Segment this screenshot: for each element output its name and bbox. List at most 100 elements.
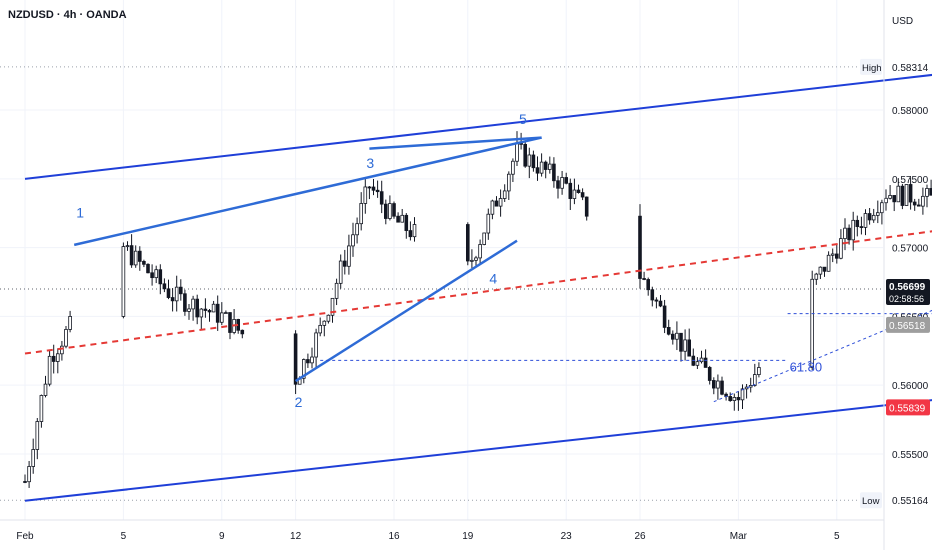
low-value: 0.55164 bbox=[892, 496, 929, 507]
candle-body bbox=[187, 308, 191, 312]
candle-body bbox=[191, 298, 195, 310]
wave-label-4: 4 bbox=[489, 270, 497, 286]
candle-body bbox=[843, 227, 847, 240]
candle-body bbox=[68, 316, 72, 330]
candle-body bbox=[379, 191, 384, 205]
candle-body bbox=[720, 380, 724, 395]
candle-body bbox=[912, 201, 917, 206]
candle-body bbox=[490, 200, 495, 215]
candle-body bbox=[527, 154, 532, 167]
candle-body bbox=[556, 180, 560, 189]
candle-body bbox=[170, 297, 175, 302]
candle-body bbox=[318, 324, 322, 334]
candle-body bbox=[880, 202, 884, 214]
x-tick-label: 19 bbox=[462, 531, 474, 542]
candle-body bbox=[748, 385, 753, 388]
level-tag bbox=[886, 399, 930, 416]
candle-body bbox=[548, 163, 552, 170]
candle-body bbox=[178, 286, 183, 295]
candle-body bbox=[822, 266, 827, 272]
candle-body bbox=[539, 161, 544, 174]
candle-body bbox=[166, 288, 171, 298]
candle-body bbox=[146, 263, 150, 274]
x-tick-label: 5 bbox=[121, 531, 127, 542]
wave-label-2: 2 bbox=[295, 394, 303, 410]
candle-countdown: 02:58:56 bbox=[889, 294, 924, 304]
candle-body bbox=[338, 260, 343, 284]
candle-body bbox=[158, 269, 163, 285]
candle-body bbox=[535, 167, 540, 174]
candle-body bbox=[183, 293, 187, 312]
candle-body bbox=[478, 244, 482, 259]
candle-body bbox=[121, 246, 126, 317]
wave-2-4-line bbox=[294, 239, 518, 383]
candle-body bbox=[757, 367, 761, 375]
candle-body bbox=[580, 192, 585, 198]
symbol-title: NZDUSD · 4h · OANDA bbox=[8, 9, 127, 21]
candle-body bbox=[502, 190, 507, 199]
candle-body bbox=[753, 374, 757, 386]
candle-body bbox=[162, 283, 167, 290]
candle-body bbox=[695, 361, 700, 366]
fib-diagonal bbox=[713, 309, 932, 403]
candle-body bbox=[412, 224, 417, 238]
y-tick-label: 0.58000 bbox=[892, 106, 929, 117]
candle-body bbox=[855, 219, 860, 227]
candle-body bbox=[835, 253, 839, 259]
candle-body bbox=[728, 396, 732, 401]
candle-body bbox=[871, 214, 876, 221]
candle-body bbox=[465, 224, 470, 262]
candle-body bbox=[638, 215, 642, 279]
high-tag bbox=[860, 58, 882, 75]
candle-body bbox=[830, 253, 835, 256]
channel-lower-line bbox=[24, 399, 932, 502]
candle-body bbox=[199, 308, 204, 318]
low-tag bbox=[860, 492, 882, 509]
candle-body bbox=[334, 282, 339, 299]
candle-body bbox=[712, 380, 716, 389]
candle-body bbox=[884, 197, 888, 204]
candle-body bbox=[666, 327, 671, 335]
candle-body bbox=[314, 332, 318, 358]
x-tick-label: Feb bbox=[16, 531, 34, 542]
level-tag bbox=[886, 316, 930, 333]
candle-body bbox=[814, 273, 819, 280]
level-tag-value: 0.55839 bbox=[889, 403, 926, 414]
current-price-value: 0.56699 bbox=[889, 282, 926, 293]
candle-body bbox=[900, 185, 905, 206]
candle-body bbox=[211, 303, 216, 313]
candle-body bbox=[839, 238, 843, 259]
y-tick-label: 0.56000 bbox=[892, 381, 929, 392]
candle-body bbox=[228, 312, 232, 333]
fib-label-1: 61.80 bbox=[790, 359, 823, 374]
candle-body bbox=[662, 305, 667, 328]
candle-body bbox=[392, 203, 396, 217]
candle-body bbox=[43, 383, 48, 396]
candle-body bbox=[650, 289, 655, 301]
candle-body bbox=[482, 232, 486, 245]
candle-body bbox=[64, 329, 68, 347]
candle-body bbox=[683, 339, 687, 352]
candle-body bbox=[474, 257, 478, 261]
candle-body bbox=[876, 212, 880, 216]
candle-body bbox=[35, 421, 40, 450]
wave-1-3-line bbox=[73, 136, 542, 247]
candle-body bbox=[732, 397, 737, 401]
candle-body bbox=[125, 245, 130, 248]
candle-body bbox=[330, 297, 335, 316]
candle-body bbox=[224, 312, 228, 314]
high-value: 0.58314 bbox=[892, 63, 929, 74]
candle-body bbox=[703, 357, 708, 368]
level-tag-value: 0.56518 bbox=[889, 321, 926, 332]
candle-body bbox=[560, 177, 564, 189]
candle-body bbox=[859, 226, 864, 228]
candle-body bbox=[716, 380, 720, 389]
candle-body bbox=[851, 219, 855, 241]
candle-body bbox=[568, 182, 573, 199]
candle-body bbox=[404, 214, 409, 231]
candle-body bbox=[326, 314, 331, 322]
candle-body bbox=[400, 214, 404, 223]
candle-body bbox=[47, 355, 52, 385]
